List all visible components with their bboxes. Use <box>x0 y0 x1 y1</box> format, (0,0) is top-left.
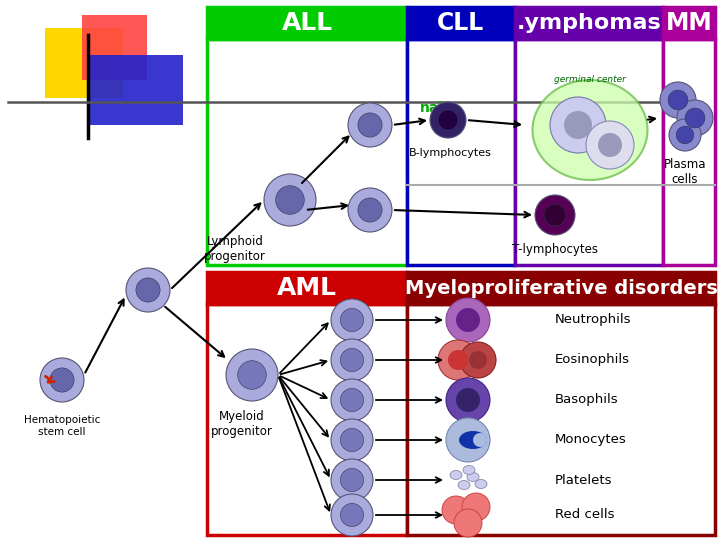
Circle shape <box>462 493 490 521</box>
Circle shape <box>430 102 466 138</box>
Circle shape <box>331 379 373 421</box>
Bar <box>88 55 183 125</box>
Ellipse shape <box>473 433 487 447</box>
Bar <box>207 7 407 39</box>
Circle shape <box>331 299 373 341</box>
Text: Lymphoid
progenitor: Lymphoid progenitor <box>204 235 266 263</box>
Circle shape <box>544 204 566 226</box>
Circle shape <box>264 174 316 226</box>
Text: MM: MM <box>665 11 712 35</box>
Text: germinal center: germinal center <box>554 76 626 84</box>
Text: T-lymphocytes: T-lymphocytes <box>512 243 598 256</box>
Text: naïv: naïv <box>420 101 453 115</box>
Bar <box>515 7 663 39</box>
Circle shape <box>456 388 480 412</box>
Text: Platelets: Platelets <box>555 474 613 487</box>
Text: Basophils: Basophils <box>555 394 618 407</box>
Circle shape <box>341 428 364 451</box>
Text: Myeloid
progenitor: Myeloid progenitor <box>211 410 273 438</box>
Text: Neutrophils: Neutrophils <box>555 314 631 327</box>
Text: Monocytes: Monocytes <box>555 434 626 447</box>
Circle shape <box>341 503 364 526</box>
Circle shape <box>448 350 468 370</box>
Bar <box>407 304 715 535</box>
Circle shape <box>460 342 496 378</box>
Circle shape <box>341 348 364 372</box>
Circle shape <box>660 82 696 118</box>
Text: ALL: ALL <box>282 11 333 35</box>
Circle shape <box>238 361 266 389</box>
Ellipse shape <box>459 431 487 449</box>
Bar <box>207 272 407 304</box>
Circle shape <box>438 110 458 130</box>
Circle shape <box>348 188 392 232</box>
Circle shape <box>358 113 382 137</box>
Bar <box>663 39 715 265</box>
Bar <box>207 304 407 535</box>
Ellipse shape <box>475 480 487 489</box>
Text: Eosinophils: Eosinophils <box>555 354 630 367</box>
Circle shape <box>469 351 487 369</box>
Circle shape <box>276 186 305 214</box>
Ellipse shape <box>450 470 462 480</box>
Circle shape <box>126 268 170 312</box>
Circle shape <box>564 111 592 139</box>
Circle shape <box>669 119 701 151</box>
Text: .ymphomas: .ymphomas <box>517 13 662 33</box>
Circle shape <box>446 378 490 422</box>
Circle shape <box>456 308 480 332</box>
Circle shape <box>598 133 622 157</box>
Bar <box>407 7 515 39</box>
Text: Red cells: Red cells <box>555 509 614 522</box>
Bar <box>407 272 715 304</box>
Bar <box>663 7 715 39</box>
Ellipse shape <box>533 80 647 180</box>
Text: AML: AML <box>277 276 337 300</box>
Text: B-lymphocytes: B-lymphocytes <box>408 148 492 158</box>
Circle shape <box>442 496 470 524</box>
Circle shape <box>454 509 482 537</box>
Circle shape <box>226 349 278 401</box>
Circle shape <box>446 298 490 342</box>
Circle shape <box>331 494 373 536</box>
Text: CLL: CLL <box>437 11 485 35</box>
Circle shape <box>358 198 382 222</box>
Bar <box>407 39 515 265</box>
Circle shape <box>331 419 373 461</box>
Text: Myeloproliferative disorders: Myeloproliferative disorders <box>405 279 717 298</box>
Circle shape <box>676 126 694 144</box>
Circle shape <box>677 100 713 136</box>
Circle shape <box>341 468 364 491</box>
Bar <box>515 39 663 265</box>
Circle shape <box>331 459 373 501</box>
Circle shape <box>40 358 84 402</box>
Text: Plasma
cells: Plasma cells <box>664 158 706 186</box>
Circle shape <box>535 195 575 235</box>
Circle shape <box>446 418 490 462</box>
Circle shape <box>136 278 160 302</box>
Circle shape <box>341 308 364 332</box>
Circle shape <box>348 103 392 147</box>
Circle shape <box>341 388 364 411</box>
Circle shape <box>438 340 478 380</box>
Circle shape <box>50 368 74 392</box>
Circle shape <box>586 121 634 169</box>
Bar <box>45 28 123 98</box>
Ellipse shape <box>458 481 470 489</box>
Ellipse shape <box>463 465 475 475</box>
Circle shape <box>685 108 705 128</box>
Text: Hematopoietic
stem cell: Hematopoietic stem cell <box>24 415 100 437</box>
Circle shape <box>668 90 688 110</box>
Circle shape <box>550 97 606 153</box>
Bar <box>207 39 407 265</box>
Ellipse shape <box>467 472 479 482</box>
Circle shape <box>331 339 373 381</box>
Bar <box>82 15 147 80</box>
